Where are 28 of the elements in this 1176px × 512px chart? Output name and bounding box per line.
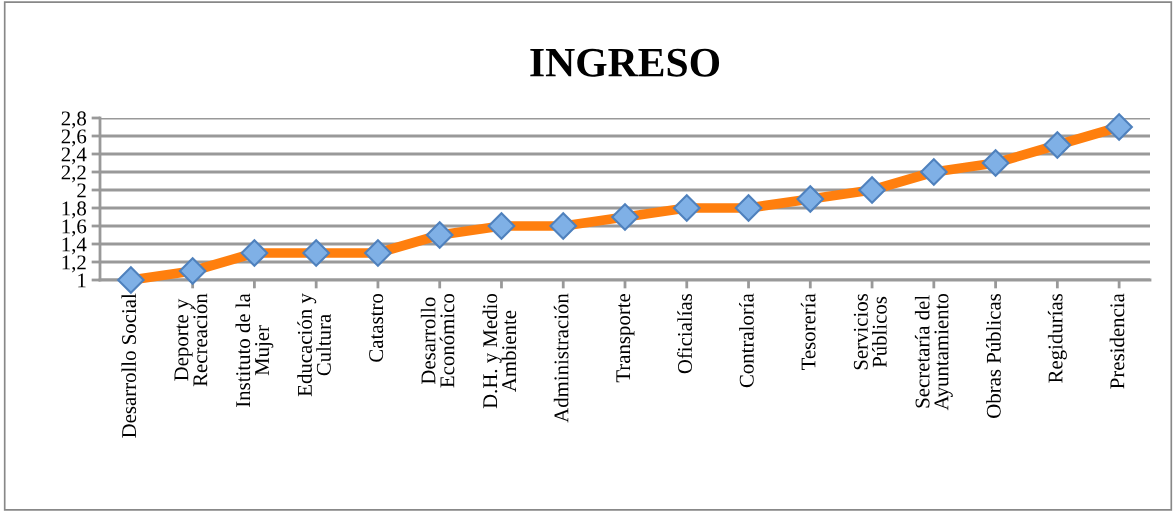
x-tick-label: Deporte y Recreación [174, 293, 208, 387]
x-tick-label: Catastro [369, 293, 384, 362]
x-tick-label: Presidencia [1109, 293, 1125, 389]
x-tick-label: Desarrollo Económico [420, 293, 455, 388]
x-tick-label: Servicios Públicos [853, 293, 887, 370]
y-tick-label: 1,2 [62, 255, 86, 273]
x-tick-label: Regidurías [1047, 293, 1067, 383]
x-tick-label: Educación y Cultura [297, 293, 331, 397]
x-tick-label: Administración [553, 293, 569, 423]
y-tick-label: 1 [78, 273, 86, 288]
x-tick-label: Tesorería [800, 293, 816, 371]
y-tick-label: 1,4 [62, 237, 87, 255]
x-tick-label: Obras Públicas [986, 293, 1001, 418]
y-tick-label: 2,6 [61, 129, 87, 147]
y-tick-label: 2,4 [61, 147, 87, 165]
x-tick-label: D.H. y Medio Ambiente [482, 293, 517, 409]
y-tick-label: 1,8 [62, 201, 87, 219]
y-tick-label: 2 [77, 183, 86, 198]
x-tick-label: Contraloría [739, 293, 754, 388]
x-tick-label: Transporte [616, 293, 635, 383]
y-tick-label: 2,8 [61, 111, 87, 129]
x-tick-label: Instituto de la Mujer [235, 293, 274, 408]
x-tick-label: Secretaría del Ayuntamiento [914, 293, 953, 411]
chart-title: INGRESO [530, 48, 720, 77]
y-tick-label: 2,2 [61, 165, 86, 183]
y-tick-label: 1,6 [62, 219, 87, 237]
x-tick-label: Oficialías [677, 293, 692, 374]
x-tick-label: Desarrollo Social [121, 293, 137, 438]
